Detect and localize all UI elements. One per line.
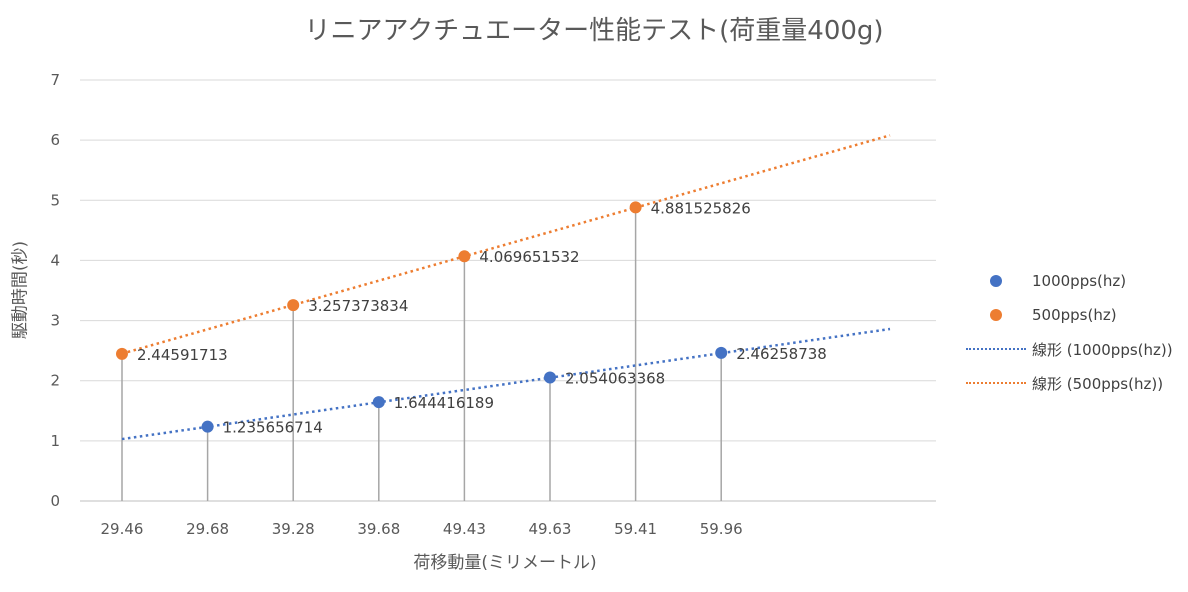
text-layer: 0 1 2 3 4 5 6 7 29.46 29.68 39.28 39.68 49.43 49.63 59… xyxy=(50,71,826,538)
data-label-1000pps: 2.46258738 xyxy=(736,345,827,363)
x-axis-label: 荷移動量(ミリメートル) xyxy=(413,553,597,573)
x-tick-label: 29.68 xyxy=(186,520,229,538)
y-tick-label: 2 xyxy=(50,372,60,390)
legend-marker-1000pps xyxy=(990,275,1002,287)
data-point-1000pps xyxy=(201,420,214,433)
legend-item-500pps: 500pps(hz) xyxy=(960,298,1173,332)
legend-label-trend-1000pps: 線形 (1000pps(hz)) xyxy=(1032,340,1173,359)
x-tick-label: 49.43 xyxy=(443,520,486,538)
y-tick-label: 6 xyxy=(50,131,60,149)
y-tick-label: 3 xyxy=(50,312,60,330)
legend-label-trend-500pps: 線形 (500pps(hz)) xyxy=(1032,374,1164,393)
grid-layer xyxy=(80,79,936,502)
data-label-500pps: 4.881525826 xyxy=(651,199,751,217)
x-tick-label: 39.68 xyxy=(357,520,400,538)
trendlines-layer xyxy=(121,134,891,441)
legend-item-1000pps: 1000pps(hz) xyxy=(960,264,1173,298)
legend-line-trend-1000pps xyxy=(966,348,1026,350)
legend-item-trend-1000pps: 線形 (1000pps(hz)) xyxy=(960,332,1173,366)
data-point-1000pps xyxy=(715,346,728,359)
trendline-500pps xyxy=(121,134,891,355)
legend-marker-500pps xyxy=(990,309,1002,321)
drop-lines-layer xyxy=(121,207,722,501)
data-point-1000pps xyxy=(544,371,556,384)
x-tick-label: 29.46 xyxy=(101,520,144,538)
x-tick-label: 59.96 xyxy=(700,520,743,538)
y-tick-label: 7 xyxy=(50,71,60,89)
legend-line-trend-500pps xyxy=(966,382,1026,384)
x-tick-label: 39.28 xyxy=(272,520,315,538)
data-label-1000pps: 1.235656714 xyxy=(223,419,323,437)
legend-item-trend-500pps: 線形 (500pps(hz)) xyxy=(960,366,1173,400)
data-point-1000pps xyxy=(372,396,385,409)
data-point-500pps xyxy=(116,347,128,360)
x-tick-label: 59.41 xyxy=(614,520,657,538)
legend-label-500pps: 500pps(hz) xyxy=(1032,306,1117,324)
y-tick-label: 5 xyxy=(50,191,60,209)
data-label-500pps: 4.069651532 xyxy=(479,248,579,266)
data-label-500pps: 3.257373834 xyxy=(308,297,408,315)
y-tick-label: 1 xyxy=(50,432,60,450)
y-tick-label: 4 xyxy=(50,251,60,269)
data-label-500pps: 2.44591713 xyxy=(137,346,228,364)
data-point-500pps xyxy=(458,250,471,263)
x-tick-label: 49.63 xyxy=(529,520,572,538)
data-point-500pps xyxy=(287,299,300,312)
data-label-1000pps: 2.054063368 xyxy=(565,369,665,387)
data-label-1000pps: 1.644416189 xyxy=(394,394,494,412)
chart-title: リニアアクチュエーター性能テスト(荷重量400g) xyxy=(304,16,884,46)
data-point-500pps xyxy=(629,201,642,214)
markers-layer xyxy=(116,201,728,433)
legend-label-1000pps: 1000pps(hz) xyxy=(1032,272,1127,290)
legend: 1000pps(hz) 500pps(hz) 線形 (1000pps(hz)) … xyxy=(960,264,1173,400)
y-tick-label: 0 xyxy=(50,492,60,510)
